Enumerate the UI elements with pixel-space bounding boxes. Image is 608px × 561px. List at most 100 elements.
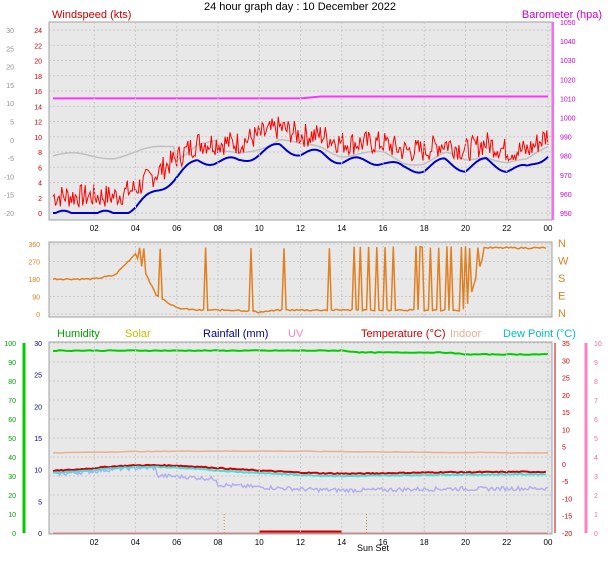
humidity-y-tick: 0 — [12, 531, 16, 538]
temperature-y-tick: -15 — [562, 514, 572, 521]
x-tick-label: 02 — [90, 538, 99, 547]
x-tick-label: 00 — [544, 224, 553, 233]
temperature-y-tick: 5 — [562, 445, 566, 452]
grey-y-tick: 30 — [6, 28, 14, 35]
direction-y-tick: 0 — [36, 312, 40, 319]
windspeed-y-tick: 10 — [34, 135, 42, 142]
grey-y-tick: -10 — [4, 174, 14, 181]
uv-y-tick: 1 — [594, 512, 598, 519]
barometer-y-tick: 990 — [560, 135, 572, 142]
windspeed-y-tick: 16 — [34, 89, 42, 96]
temperature-label: Temperature (°C) — [361, 328, 445, 340]
humidity-y-tick: 70 — [8, 398, 16, 405]
uv-y-tick: 4 — [594, 455, 598, 462]
x-tick-label: 20 — [461, 538, 470, 547]
uv-y-tick: 2 — [594, 493, 598, 500]
x-tick-label: 06 — [172, 224, 181, 233]
grey-y-tick: 5 — [10, 120, 14, 127]
temperature-y-tick: 10 — [562, 427, 570, 434]
windspeed-y-tick: 12 — [34, 120, 42, 127]
humidity-y-tick: 50 — [8, 436, 16, 443]
barometer-y-tick: 980 — [560, 154, 572, 161]
uv-y-tick: 3 — [594, 474, 598, 481]
grey-y-tick: 20 — [6, 65, 14, 72]
x-tick-label: 12 — [296, 224, 305, 233]
rain-y-tick: 25 — [34, 373, 42, 380]
indoor-label: Indoor — [450, 328, 482, 340]
windchill-line — [52, 464, 549, 494]
x-tick-label: 16 — [379, 538, 388, 547]
temperature-y-tick: 0 — [562, 462, 566, 469]
uv-y-tick: 9 — [594, 360, 598, 367]
direction-y-tick: 270 — [28, 260, 40, 267]
uv-y-tick: 10 — [594, 341, 602, 348]
windspeed-y-tick: 14 — [34, 104, 42, 111]
compass-tick: W — [558, 256, 569, 268]
compass-tick: N — [558, 238, 566, 250]
temperature-y-tick: 30 — [562, 358, 570, 365]
grey-y-tick: 10 — [6, 101, 14, 108]
humidity-y-tick: 90 — [8, 360, 16, 367]
barometer-y-tick: 970 — [560, 173, 572, 180]
barometer-y-tick: 950 — [560, 211, 572, 218]
rain-y-tick: 15 — [34, 436, 42, 443]
grey-y-tick: -15 — [4, 193, 14, 200]
direction-y-tick: 90 — [32, 295, 40, 302]
wind-direction-line — [52, 245, 547, 314]
uv-y-tick: 5 — [594, 436, 598, 443]
humidity-y-tick: 10 — [8, 512, 16, 519]
humidity-y-tick: 100 — [4, 341, 16, 348]
temperature-y-tick: 25 — [562, 376, 570, 383]
windspeed-y-tick: 0 — [38, 211, 42, 218]
barometer-y-tick: 1000 — [560, 116, 576, 123]
x-tick-label: 22 — [502, 538, 511, 547]
barometer-y-tick: 1050 — [560, 20, 576, 27]
temperature-line — [52, 463, 547, 476]
humidity-y-tick: 80 — [8, 379, 16, 386]
uv-y-tick: 0 — [594, 531, 598, 538]
compass-tick: N — [558, 308, 566, 320]
humidity-y-tick: 40 — [8, 455, 16, 462]
temperature-y-tick: -5 — [562, 479, 568, 486]
x-tick-label: 20 — [461, 224, 470, 233]
windspeed-y-tick: 6 — [38, 165, 42, 172]
uv-y-tick: 7 — [594, 398, 598, 405]
x-tick-label: 12 — [296, 538, 305, 547]
direction-y-tick: 360 — [28, 242, 40, 249]
rainfall-label: Rainfall (mm) — [203, 328, 268, 340]
temperature-y-tick: 20 — [562, 393, 570, 400]
sunset-annotation: Sun Set — [357, 543, 390, 553]
grey-y-tick: 15 — [6, 83, 14, 90]
direction-y-tick: 180 — [28, 277, 40, 284]
windspeed-y-tick: 24 — [34, 28, 42, 35]
x-tick-label: 18 — [420, 538, 429, 547]
x-tick-label: 00 — [544, 538, 553, 547]
temperature-y-tick: 15 — [562, 410, 570, 417]
x-tick-label: 10 — [255, 538, 264, 547]
windspeed-y-tick: 20 — [34, 59, 42, 66]
x-tick-label: 22 — [502, 224, 511, 233]
x-tick-label: 08 — [214, 224, 223, 233]
rain-y-tick: 30 — [34, 341, 42, 348]
compass-tick: E — [558, 291, 565, 303]
barometer-y-tick: 1010 — [560, 96, 576, 103]
x-tick-label: 02 — [90, 224, 99, 233]
rain-y-tick: 10 — [34, 468, 42, 475]
barometer-label: Barometer (hpa) — [522, 9, 602, 21]
humidity-y-tick: 60 — [8, 417, 16, 424]
x-tick-label: 04 — [131, 538, 140, 547]
windspeed-y-tick: 2 — [38, 196, 42, 203]
windspeed-y-tick: 22 — [34, 43, 42, 50]
temperature-y-tick: 35 — [562, 341, 570, 348]
humidity-label: Humidity — [57, 328, 100, 340]
x-tick-label: 08 — [214, 538, 223, 547]
rain-y-tick: 20 — [34, 404, 42, 411]
windspeed-y-tick: 4 — [38, 181, 42, 188]
uv-y-tick: 8 — [594, 379, 598, 386]
rain-y-tick: 0 — [38, 531, 42, 538]
temperature-y-tick: -20 — [562, 531, 572, 538]
solar-label: Solar — [125, 328, 151, 340]
barometer-y-tick: 960 — [560, 192, 572, 199]
